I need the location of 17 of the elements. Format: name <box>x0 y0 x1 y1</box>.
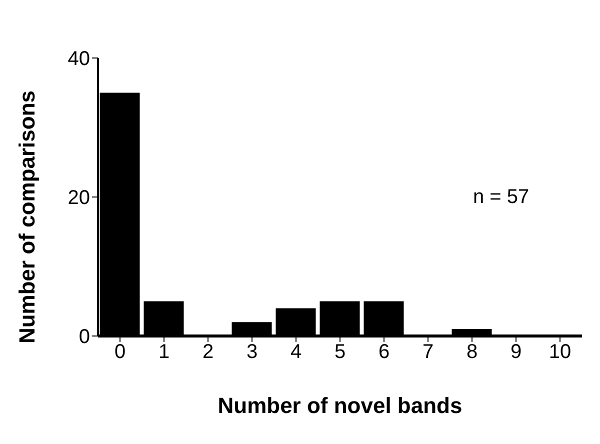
x-axis-title: Number of novel bands <box>216 393 464 419</box>
x-tick-label: 0 <box>114 341 126 364</box>
x-tick-label: 7 <box>422 341 434 364</box>
x-tick-label: 3 <box>246 341 258 364</box>
x-tick-label: 4 <box>290 341 302 364</box>
x-tick-label: 8 <box>466 341 478 364</box>
x-tick-label: 10 <box>548 341 572 364</box>
y-tick-label: 0 <box>78 326 90 348</box>
x-tick-label: 5 <box>334 341 346 364</box>
x-tick-label: 1 <box>158 341 170 364</box>
y-tick-label: 20 <box>68 187 90 210</box>
x-tick-label: 2 <box>202 341 214 364</box>
x-tick-label: 6 <box>378 341 390 364</box>
y-axis-title: Number of comparisons <box>15 90 41 344</box>
x-tick-label: 9 <box>510 341 522 364</box>
annotation: n = 57 <box>473 186 530 209</box>
y-tick-label: 40 <box>68 48 90 70</box>
